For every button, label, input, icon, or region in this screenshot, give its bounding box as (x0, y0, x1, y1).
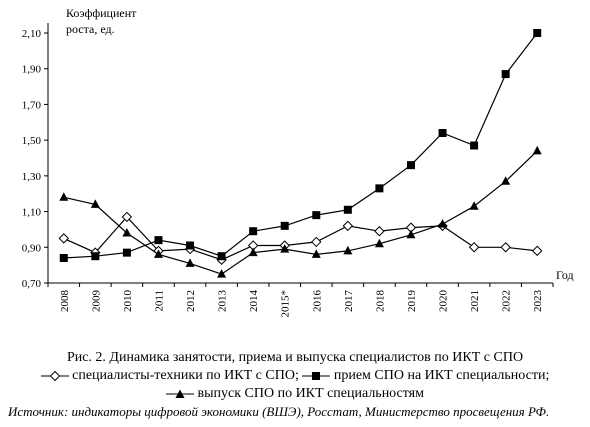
figure-caption-line3: выпуск СПО по ИКТ специальностям (0, 385, 590, 403)
data-point-square (533, 29, 542, 37)
chart-axes (44, 23, 554, 287)
y-tick-labels: 0,70 0,90 1,10 1,30 1,50 1,70 1,90 2,10 (22, 28, 42, 290)
data-point-diamond (500, 242, 511, 253)
legend-label-square: прием СПО на ИКТ специальности; (330, 368, 550, 383)
data-point-square (343, 205, 352, 214)
data-point-square (375, 184, 384, 193)
data-point-square (59, 254, 68, 262)
series-line-triangle (63, 150, 538, 275)
x-tick-label: 2023 (532, 290, 544, 313)
data-point-triangle (153, 249, 163, 258)
line-chart: 0,700,901,101,301,501,701,902,10 2008 200… (22, 6, 574, 318)
y-axis-title-line1: Коэффициент (66, 6, 137, 20)
data-point-square (280, 221, 289, 230)
data-point-diamond (311, 236, 322, 248)
source-note: Источник: индикаторы цифровой экономики … (8, 404, 550, 419)
data-point-diamond (468, 242, 480, 253)
x-tick-label: 2008 (59, 290, 71, 313)
x-axis-title: Год (556, 268, 574, 282)
y-tick-label: 1,90 (22, 64, 42, 76)
x-tick-label: 2015* (280, 290, 292, 318)
data-point-triangle (406, 229, 416, 239)
data-point-square (154, 236, 163, 245)
x-tick-label: 2017 (343, 290, 355, 313)
data-point-triangle (248, 247, 258, 257)
data-point-triangle (122, 228, 132, 237)
data-point-square (470, 141, 479, 150)
data-point-diamond (374, 226, 385, 237)
data-point-square (438, 129, 447, 137)
data-point-square (91, 252, 100, 261)
data-point-triangle (501, 176, 511, 185)
data-point-triangle (59, 192, 69, 201)
x-tick-label: 2010 (122, 290, 134, 313)
data-point-triangle (185, 258, 195, 267)
data-point-square (249, 227, 258, 236)
data-point-diamond (532, 245, 543, 257)
x-tick-label: 2009 (90, 290, 102, 313)
legend-diamond-icon (40, 370, 69, 381)
figure-caption-line1: Рис. 2. Динамика занятости, приема и вып… (66, 350, 524, 365)
legend-label-triangle: выпуск СПО по ИКТ специальностям (194, 386, 424, 401)
x-tick-label: 2016 (311, 290, 323, 313)
legend-label-diamond: специалисты-техники по ИКТ с СПО; (68, 368, 299, 383)
x-tick-label: 2011 (153, 290, 165, 312)
x-tick-label: 2012 (185, 290, 197, 312)
data-point-diamond (58, 233, 69, 244)
x-tick-label: 2013 (217, 290, 229, 313)
series-line-diamond (63, 216, 538, 261)
y-tick-label: 1,50 (22, 135, 42, 147)
x-tick-label: 2021 (469, 290, 481, 312)
data-point-square (217, 252, 226, 261)
data-point-diamond (342, 220, 354, 232)
data-point-triangle (217, 269, 227, 278)
data-point-triangle (469, 201, 479, 210)
series-line-square (63, 32, 538, 259)
x-tick-label: 2018 (374, 290, 386, 313)
data-point-square (122, 248, 131, 257)
x-tick-label: 2014 (248, 290, 260, 313)
data-point-triangle (532, 145, 542, 155)
data-point-square (501, 70, 510, 79)
data-point-square (406, 161, 415, 170)
data-point-triangle (280, 244, 290, 253)
x-tick-label: 2022 (501, 290, 513, 312)
data-point-triangle (90, 199, 100, 208)
y-tick-label: 1,10 (22, 207, 42, 219)
y-tick-label: 0,70 (22, 278, 42, 290)
y-tick-label: 2,10 (22, 28, 42, 40)
legend-square-icon (302, 371, 331, 380)
legend-triangle-icon (166, 389, 194, 398)
y-tick-label: 1,30 (22, 171, 42, 183)
y-tick-label: 0,90 (22, 242, 42, 254)
x-tick-label: 2019 (406, 290, 418, 313)
chart-series (58, 29, 543, 278)
data-point-triangle (438, 219, 448, 228)
y-axis-title-line2: роста, ед. (66, 22, 115, 36)
data-point-triangle (343, 245, 353, 255)
data-point-triangle (374, 238, 384, 248)
y-tick-label: 1,70 (22, 99, 42, 111)
data-point-triangle (311, 249, 321, 258)
figure-caption-line2: специалисты-техники по ИКТ с СПО; прием … (0, 367, 590, 385)
x-tick-labels: 2008 2009 2010 2011 2012 2013 2014 2015* 2016 201… (59, 290, 544, 318)
data-point-square (312, 211, 321, 220)
data-point-diamond (121, 211, 133, 223)
data-point-square (186, 241, 195, 250)
x-tick-label: 2020 (438, 290, 450, 313)
